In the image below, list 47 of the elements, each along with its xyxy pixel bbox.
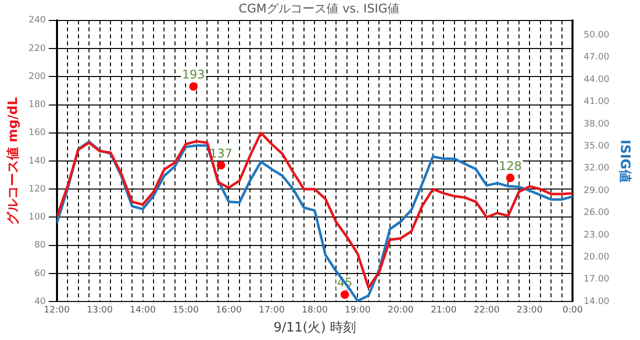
y-tick-label: 120 [28,184,46,194]
x-tick-label: 15:00 [172,305,199,316]
x-tick-label: 0:00 [562,305,584,316]
x-tick-label: 19:00 [344,305,371,316]
point [506,174,515,182]
y2-axis-title: ISIG値 [616,140,632,182]
y2-tick-label: 47.00 [584,52,610,63]
y2-tick-label: 17.00 [584,274,610,285]
y-tick-label: 140 [28,156,46,166]
x-tick-label: 13:00 [86,305,114,316]
chart-title: CGMグルコース値 vs. ISIG値 [238,1,400,16]
x-axis-title: 9/11(火) 時刻 [273,320,356,336]
y-tick-label: 100 [28,212,46,223]
y2-tick-label: 35.00 [584,142,610,152]
y2-tick-label: 20.00 [584,252,610,263]
x-tick-label: 17:00 [258,305,285,316]
x-tick-label: 23:00 [516,305,543,316]
x-tick-label: 14:00 [130,305,156,316]
y-tick-label: 200 [28,72,46,82]
y-axis-title: グルコース値 mg/dL [6,97,22,225]
y-tick-label: 160 [28,128,46,138]
y2-tick-label: 23.00 [584,230,610,240]
x-tick-label: 22:00 [474,305,500,316]
y2-tick-label: 44.00 [584,74,610,85]
y-tick-label: 180 [28,100,46,110]
y2-tick-label: 26.00 [584,208,610,218]
point [216,160,226,170]
y2-tick-label: 41.00 [584,97,610,108]
y-tick-label: 80 [34,240,46,251]
x-tick-label: 12:00 [44,305,70,316]
y2-tick-label: 38.00 [584,119,610,130]
point [340,290,350,299]
y-tick-label: 220 [28,44,46,54]
y-tick-label: 240 [28,16,46,26]
y-tick-label: 60 [34,268,46,279]
y2-tick-label: 29.00 [584,186,610,196]
y2-tick-label: 32.00 [584,164,610,174]
x-tick-label: 16:00 [216,305,242,316]
y-tick-label: 40 [34,296,46,307]
y2-tick-label: 50.00 [584,30,610,41]
x-tick-label: 18:00 [302,305,328,316]
point [189,82,198,91]
x-tick-label: 20:00 [388,305,414,316]
x-tick-label: 21:00 [430,305,457,316]
data-label: 128 [498,158,522,173]
y2-tick-label: 14.00 [584,296,610,307]
data-label: 193 [182,68,205,82]
